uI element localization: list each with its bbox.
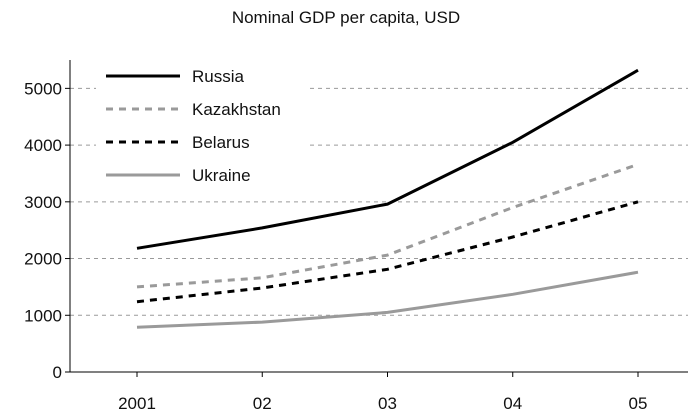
legend-background [96, 56, 306, 190]
y-tick-label: 4000 [24, 136, 62, 155]
y-tick-label: 1000 [24, 306, 62, 325]
x-tick-label: 03 [378, 394, 397, 413]
series-line-ukraine [136, 270, 639, 329]
legend-label-russia: Russia [192, 67, 245, 86]
y-tick-label: 2000 [24, 250, 62, 269]
chart-title: Nominal GDP per capita, USD [231, 8, 461, 27]
y-tick-label: 5000 [24, 79, 62, 98]
legend-label-kazakhstan: Kazakhstan [192, 100, 281, 119]
x-tick-label: 05 [629, 394, 648, 413]
legend-label-belarus: Belarus [192, 133, 250, 152]
x-tick-label: 02 [253, 394, 272, 413]
legend-label-ukraine: Ukraine [192, 166, 251, 185]
series-line-belarus [136, 200, 639, 304]
x-tick-label: 04 [503, 394, 522, 413]
y-tick-label: 3000 [24, 193, 62, 212]
series-line-russia [136, 68, 639, 250]
series-line-kazakhstan [136, 162, 639, 289]
x-tick-label: 2001 [118, 394, 156, 413]
y-tick-label: 0 [53, 363, 62, 382]
